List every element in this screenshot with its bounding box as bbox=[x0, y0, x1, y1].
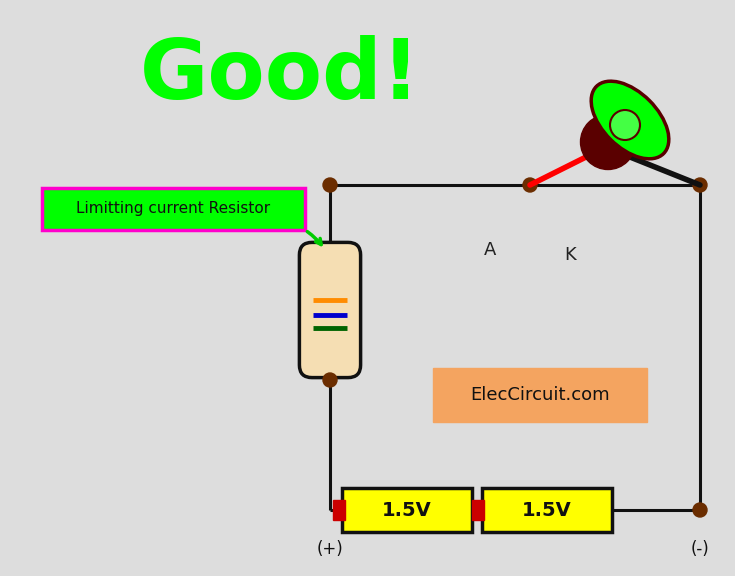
FancyBboxPatch shape bbox=[333, 500, 345, 520]
Text: A: A bbox=[484, 241, 496, 259]
Text: 1.5V: 1.5V bbox=[382, 501, 432, 520]
FancyBboxPatch shape bbox=[42, 188, 305, 230]
Text: K: K bbox=[564, 246, 576, 264]
Text: ElecCircuit.com: ElecCircuit.com bbox=[470, 386, 610, 404]
Text: (+): (+) bbox=[317, 540, 343, 558]
Text: Good!: Good! bbox=[140, 35, 420, 116]
Text: Limitting current Resistor: Limitting current Resistor bbox=[76, 202, 270, 217]
Circle shape bbox=[323, 373, 337, 387]
Circle shape bbox=[523, 178, 537, 192]
Ellipse shape bbox=[581, 115, 636, 169]
FancyBboxPatch shape bbox=[472, 500, 484, 520]
Circle shape bbox=[693, 503, 707, 517]
Circle shape bbox=[693, 178, 707, 192]
Text: 1.5V: 1.5V bbox=[522, 501, 572, 520]
Text: (-): (-) bbox=[691, 540, 709, 558]
FancyBboxPatch shape bbox=[433, 368, 647, 422]
Ellipse shape bbox=[610, 110, 640, 140]
FancyBboxPatch shape bbox=[482, 488, 612, 532]
FancyBboxPatch shape bbox=[299, 242, 361, 378]
FancyBboxPatch shape bbox=[342, 488, 472, 532]
Circle shape bbox=[323, 178, 337, 192]
Ellipse shape bbox=[591, 81, 669, 159]
